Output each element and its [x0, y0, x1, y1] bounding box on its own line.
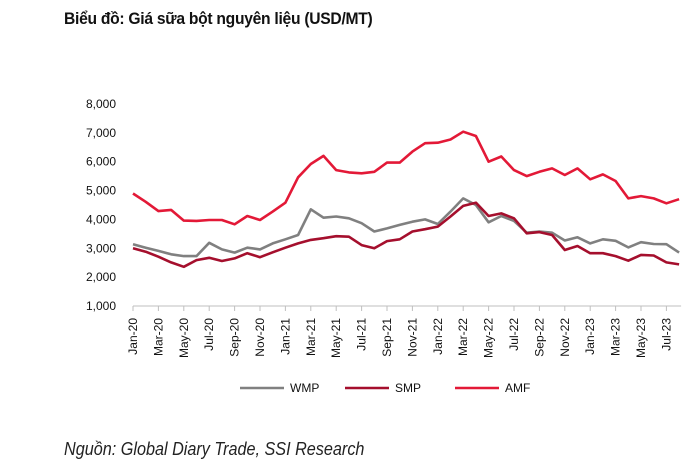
- series-line-smp: [132, 201, 680, 269]
- x-tick-label: Jan-21: [278, 318, 292, 355]
- x-tick-label: May-21: [329, 318, 343, 358]
- x-tick-label: Nov-20: [253, 318, 267, 357]
- x-tick-label: Nov-21: [405, 318, 419, 357]
- x-tick-label: May-23: [634, 318, 648, 358]
- x-tick-label: Mar-20: [151, 318, 165, 356]
- y-tick-label: 1,000: [86, 299, 116, 313]
- x-tick-label: Jul-20: [202, 318, 216, 351]
- x-tick-label: Jan-22: [431, 318, 445, 355]
- series-line-wmp: [132, 197, 680, 258]
- y-tick-label: 6,000: [86, 155, 116, 169]
- x-tick-label: Jul-22: [507, 318, 521, 351]
- y-tick-label: 4,000: [86, 212, 116, 226]
- legend-label-wmp: WMP: [290, 381, 319, 395]
- y-tick-label: 3,000: [86, 241, 116, 255]
- x-tick-label: Jul-21: [355, 318, 369, 351]
- x-tick-label: Nov-22: [558, 318, 572, 357]
- chart-source: Nguồn: Global Diary Trade, SSI Research: [64, 439, 365, 459]
- x-tick-label: Mar-21: [304, 318, 318, 356]
- x-tick-label: May-22: [482, 318, 496, 358]
- y-tick-label: 8,000: [86, 97, 116, 111]
- x-tick-label: Sep-22: [532, 318, 546, 357]
- x-tick-label: Mar-23: [609, 318, 623, 356]
- x-tick-label: Mar-22: [456, 318, 470, 356]
- chart-title: Biểu đồ: Giá sữa bột nguyên liệu (USD/MT…: [64, 9, 373, 28]
- x-tick-label: Jan-20: [126, 318, 140, 355]
- x-tick-label: Sep-21: [380, 318, 394, 357]
- y-tick-label: 2,000: [86, 270, 116, 284]
- series-line-amf: [132, 130, 680, 226]
- legend-label-smp: SMP: [395, 381, 421, 395]
- x-tick-label: Sep-20: [228, 318, 242, 357]
- y-tick-label: 7,000: [86, 126, 116, 140]
- y-tick-label: 5,000: [86, 184, 116, 198]
- legend-label-amf: AMF: [505, 381, 530, 395]
- x-tick-label: May-20: [177, 318, 191, 358]
- x-tick-label: Jan-23: [583, 318, 597, 355]
- x-tick-label: Jul-23: [659, 318, 673, 351]
